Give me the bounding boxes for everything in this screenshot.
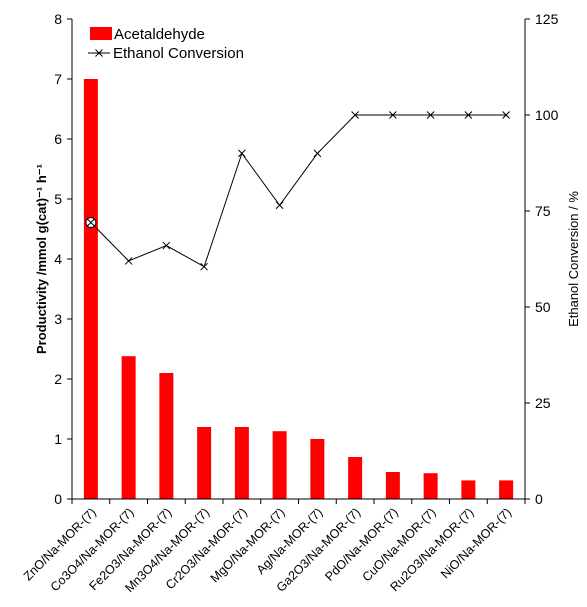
y-left-tick-label: 1 bbox=[54, 431, 62, 447]
line-point bbox=[162, 241, 171, 250]
y-left-tick-label: 8 bbox=[54, 11, 62, 27]
bar bbox=[385, 472, 400, 499]
point-cross bbox=[313, 149, 322, 158]
y-right-tick-label: 75 bbox=[535, 203, 551, 219]
bar bbox=[197, 427, 212, 499]
point-cross bbox=[200, 262, 208, 271]
point-cross bbox=[162, 241, 171, 250]
line-point bbox=[124, 257, 133, 265]
x-tick-label: NiO/Na-MOR-(7) bbox=[438, 505, 514, 581]
point-cross bbox=[502, 111, 510, 119]
y-left-tick-label: 6 bbox=[54, 131, 62, 147]
legend-swatch-acetaldehyde bbox=[90, 27, 112, 40]
axis-labels: Productivity /mmol g(cat)⁻¹ h⁻¹ Ethanol … bbox=[34, 164, 581, 354]
point-cross bbox=[238, 149, 246, 158]
bar bbox=[83, 79, 98, 499]
y-axis-right-label: Ethanol Conversion / % bbox=[566, 191, 581, 327]
bar bbox=[499, 480, 514, 499]
line-point bbox=[200, 262, 208, 271]
line-point bbox=[275, 201, 284, 210]
y-right-tick-label: 0 bbox=[535, 491, 543, 507]
bar bbox=[348, 457, 363, 499]
line-point bbox=[85, 217, 97, 229]
legend-label-acetaldehyde: Acetaldehyde bbox=[114, 26, 205, 43]
line-point bbox=[389, 111, 397, 119]
line-point bbox=[464, 111, 473, 119]
y-left-tick-label: 5 bbox=[54, 191, 62, 207]
bar bbox=[423, 473, 438, 499]
axes: 0123456780255075100125ZnO/Na-MOR-(7)Co3O… bbox=[21, 11, 559, 595]
y-left-tick-label: 3 bbox=[54, 311, 62, 327]
y-axis-left-label: Productivity /mmol g(cat)⁻¹ h⁻¹ bbox=[34, 164, 49, 354]
y-right-tick-label: 125 bbox=[535, 11, 559, 27]
point-cross bbox=[464, 111, 473, 119]
point-cross bbox=[389, 111, 397, 119]
line-point bbox=[238, 149, 246, 158]
bar bbox=[272, 431, 287, 499]
y-right-tick-label: 25 bbox=[535, 395, 551, 411]
legend: Acetaldehyde Ethanol Conversion bbox=[88, 26, 244, 62]
line-point bbox=[502, 111, 510, 119]
x-tick-label: Ag/Na-MOR-(7) bbox=[254, 505, 326, 577]
point-cross bbox=[351, 111, 359, 119]
bar bbox=[121, 356, 136, 499]
y-right-tick-label: 100 bbox=[535, 107, 559, 123]
y-left-tick-label: 7 bbox=[54, 71, 62, 87]
line-series bbox=[85, 111, 510, 271]
line-point bbox=[313, 149, 322, 158]
point-cross bbox=[124, 257, 133, 265]
point-cross bbox=[275, 201, 284, 210]
y-left-tick-label: 0 bbox=[54, 491, 62, 507]
y-left-tick-label: 2 bbox=[54, 371, 62, 387]
point-cross bbox=[426, 111, 435, 119]
bar bbox=[234, 427, 249, 499]
y-right-tick-label: 50 bbox=[535, 299, 551, 315]
line-point bbox=[426, 111, 435, 119]
bar bbox=[310, 439, 325, 499]
line-point bbox=[351, 111, 359, 119]
bar bbox=[461, 480, 476, 499]
legend-swatch-cross bbox=[95, 49, 103, 57]
legend-label-ethanol-conversion: Ethanol Conversion bbox=[113, 45, 244, 62]
y-left-tick-label: 4 bbox=[54, 251, 62, 267]
point-cross bbox=[87, 218, 95, 227]
ethanol-conversion-line bbox=[90, 114, 507, 268]
bar-series bbox=[83, 79, 514, 499]
bar bbox=[159, 373, 174, 499]
